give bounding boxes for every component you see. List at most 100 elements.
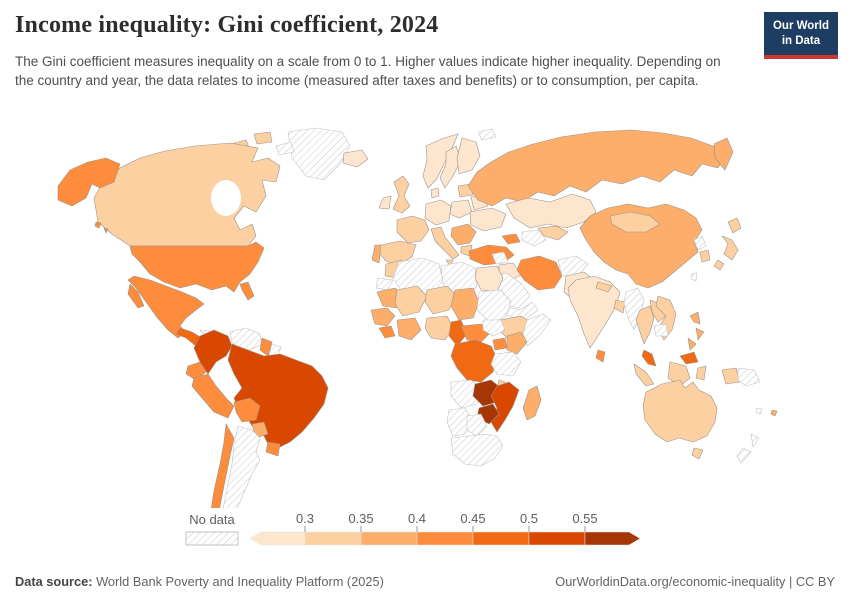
country-vanuatu[interactable] <box>755 407 763 415</box>
country-china[interactable] <box>579 203 703 289</box>
country-central-europe[interactable] <box>424 199 452 226</box>
country-india[interactable] <box>567 275 621 349</box>
country-south-sudan[interactable] <box>482 319 506 337</box>
country-malaysia-borneo[interactable] <box>679 351 699 365</box>
country-usa[interactable] <box>129 241 265 293</box>
legend-color-bar[interactable]: 0.3 0.35 0.4 0.45 0.5 0.55 <box>249 512 643 546</box>
country-svalbard[interactable] <box>477 128 497 141</box>
country-russia[interactable] <box>467 129 726 207</box>
legend-bin-2[interactable] <box>360 531 418 546</box>
country-chile[interactable] <box>208 423 235 508</box>
country-thailand[interactable] <box>635 305 655 345</box>
country-uk[interactable] <box>392 175 411 214</box>
legend-bin-6[interactable] <box>584 531 641 546</box>
country-japan[interactable] <box>727 217 742 234</box>
country-tasmania[interactable] <box>691 447 704 460</box>
country-caucasus[interactable] <box>501 233 521 245</box>
country-south-africa[interactable] <box>450 433 504 467</box>
country-malaysia[interactable] <box>641 349 657 367</box>
country-sudan[interactable] <box>476 289 512 323</box>
country-venezuela[interactable] <box>229 327 263 351</box>
world-map[interactable] <box>0 126 850 508</box>
country-namibia[interactable] <box>446 407 472 437</box>
country-turkmenistan[interactable] <box>521 229 547 247</box>
country-syria[interactable] <box>491 251 509 265</box>
country-mongolia[interactable] <box>609 211 661 233</box>
country-kenya[interactable] <box>506 331 528 355</box>
country-colombia[interactable] <box>193 329 233 375</box>
country-egypt[interactable] <box>474 265 504 293</box>
country-new-zealand[interactable] <box>750 433 760 448</box>
footer-link[interactable]: OurWorldinData.org/economic-inequality |… <box>555 574 835 589</box>
country-bangladesh[interactable] <box>613 299 626 314</box>
country-fiji[interactable] <box>770 409 778 417</box>
country-nepal[interactable] <box>595 281 613 293</box>
country-tanzania[interactable] <box>490 351 522 377</box>
country-argentina[interactable] <box>220 425 261 508</box>
country-indonesia-sulawesi[interactable] <box>695 365 707 381</box>
country-nigeria[interactable] <box>424 315 454 341</box>
country-somalia[interactable] <box>522 313 552 347</box>
country-ukraine[interactable] <box>469 207 507 232</box>
country-peru[interactable] <box>191 373 235 419</box>
country-north-korea[interactable] <box>693 235 707 251</box>
country-angola[interactable] <box>450 379 482 409</box>
legend-no-data-swatch[interactable] <box>185 531 239 546</box>
country-senegal-guinea[interactable] <box>370 307 396 327</box>
country-hawaii[interactable] <box>103 227 109 234</box>
country-australia[interactable] <box>642 379 718 443</box>
legend-bin-1[interactable] <box>304 531 362 546</box>
legend-bin-4[interactable] <box>472 531 530 546</box>
country-brazil[interactable] <box>227 343 329 449</box>
country-italy-sicily[interactable] <box>445 259 454 267</box>
country-iran[interactable] <box>516 255 563 291</box>
country-finland[interactable] <box>456 137 481 175</box>
country-russia-kamchatka[interactable] <box>713 137 734 171</box>
country-alaska[interactable] <box>57 157 121 207</box>
country-south-korea[interactable] <box>699 249 711 263</box>
country-arctic-islands[interactable] <box>275 141 295 156</box>
country-japan[interactable] <box>713 259 725 271</box>
country-niger[interactable] <box>424 285 458 315</box>
country-norway[interactable] <box>422 133 459 189</box>
country-sri-lanka[interactable] <box>595 349 606 363</box>
country-mozambique[interactable] <box>490 381 520 433</box>
country-canada[interactable] <box>93 142 281 247</box>
country-cambodia[interactable] <box>653 323 669 337</box>
country-japan[interactable] <box>721 235 739 261</box>
country-poland[interactable] <box>449 199 473 219</box>
owid-logo[interactable]: Our World in Data <box>763 12 838 59</box>
country-sweden[interactable] <box>439 145 462 189</box>
country-canadian-arctic[interactable] <box>253 131 273 145</box>
country-philippines[interactable] <box>695 327 705 341</box>
legend-bin-0[interactable] <box>249 531 306 546</box>
country-hawaii[interactable] <box>94 221 102 229</box>
country-western-sahara[interactable] <box>375 277 394 291</box>
country-greenland[interactable] <box>287 127 351 181</box>
country-denmark[interactable] <box>430 187 440 199</box>
country-philippines[interactable] <box>689 311 701 325</box>
country-iceland[interactable] <box>342 149 369 168</box>
country-new-zealand[interactable] <box>736 447 752 464</box>
legend-no-data[interactable]: No data <box>185 512 241 546</box>
country-uzbekistan[interactable] <box>537 225 569 241</box>
country-balkans[interactable] <box>450 223 477 246</box>
country-cote-divoire-ghana[interactable] <box>396 317 422 341</box>
country-sierra-leone-liberia[interactable] <box>378 325 396 339</box>
country-indonesia-sumatra[interactable] <box>633 363 655 387</box>
country-papua-new-guinea[interactable] <box>737 367 761 387</box>
country-mexico-baja[interactable] <box>127 283 145 309</box>
country-ireland[interactable] <box>378 195 392 210</box>
country-philippines[interactable] <box>687 337 697 351</box>
country-drc[interactable] <box>450 339 498 383</box>
country-mali[interactable] <box>394 285 428 317</box>
legend-bin-5[interactable] <box>528 531 586 546</box>
country-madagascar[interactable] <box>522 385 542 421</box>
country-botswana[interactable] <box>466 413 488 437</box>
country-chad[interactable] <box>450 287 480 321</box>
country-mexico[interactable] <box>127 275 205 339</box>
country-taiwan[interactable] <box>690 272 698 282</box>
country-indonesia-papua[interactable] <box>721 367 741 385</box>
country-afghanistan[interactable] <box>557 255 589 277</box>
country-uganda[interactable] <box>492 337 508 351</box>
